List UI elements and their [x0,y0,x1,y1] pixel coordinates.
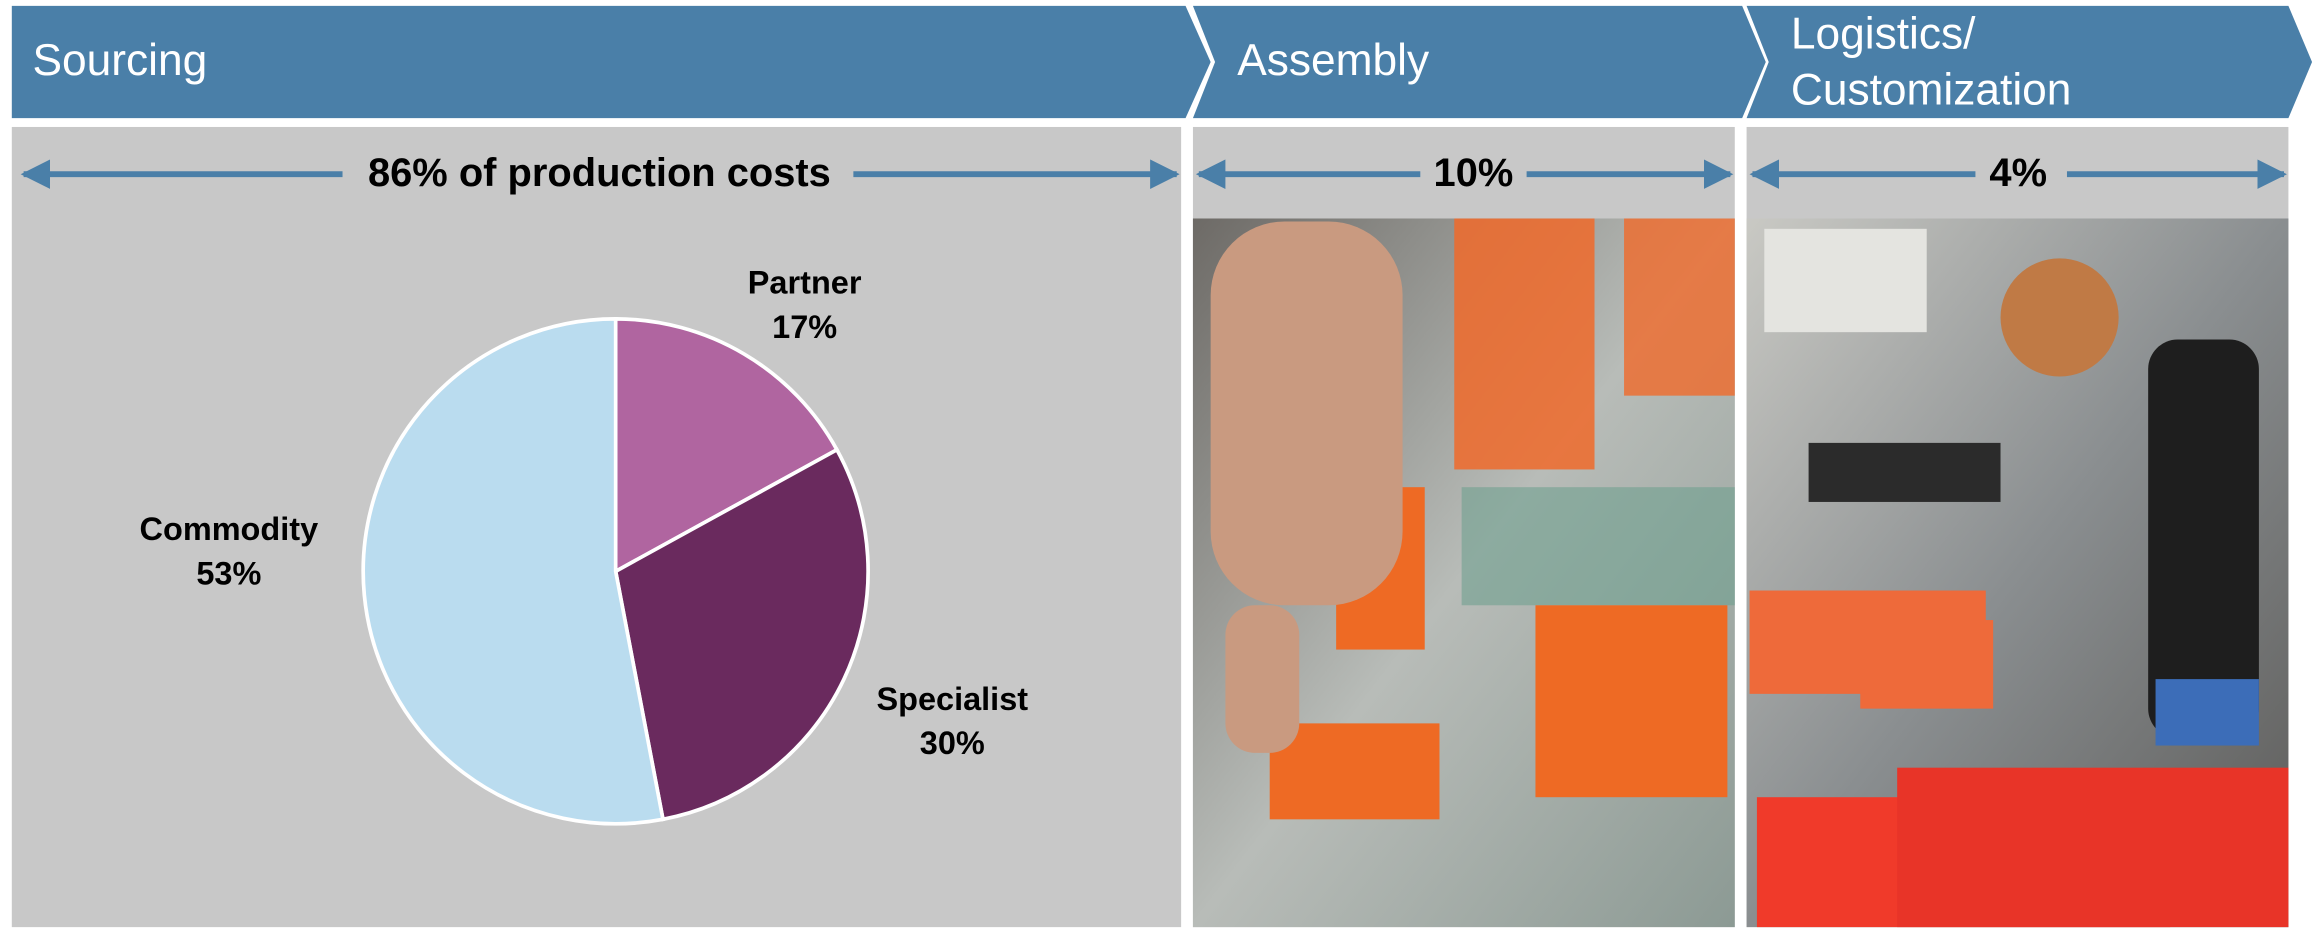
header-assembly [1192,5,1766,119]
label-bg [342,147,854,201]
stage-title: Sourcing [32,36,207,85]
header-logistics [1746,5,2313,119]
slice-label: Specialist [876,681,1028,717]
logistics-photo [1746,218,2289,928]
assembly-photo [1192,218,1735,928]
span-label: 10% [1434,151,1514,195]
slice-label: Partner [748,265,862,301]
slice-value: 17% [772,309,837,345]
pie-slice [613,317,840,575]
span-label: 4% [1989,151,2047,195]
slice-value: 53% [196,555,261,591]
stage-title: Logistics/ [1791,10,1976,59]
label-bg [1420,147,1527,201]
header-sourcing [11,5,1211,119]
label-bg [1975,147,2067,201]
slice-label: Commodity [140,511,319,547]
stage-title: Assembly [1237,36,1430,85]
pie-slice [613,447,870,822]
slice-value: 30% [920,725,985,761]
span-label: 86% of production costs [368,151,831,195]
pie-slice [361,317,666,826]
pie-chart: Partner 17% Specialist 30% Commodity 53% [140,265,1028,826]
stage-title: Customization [1791,66,2072,115]
